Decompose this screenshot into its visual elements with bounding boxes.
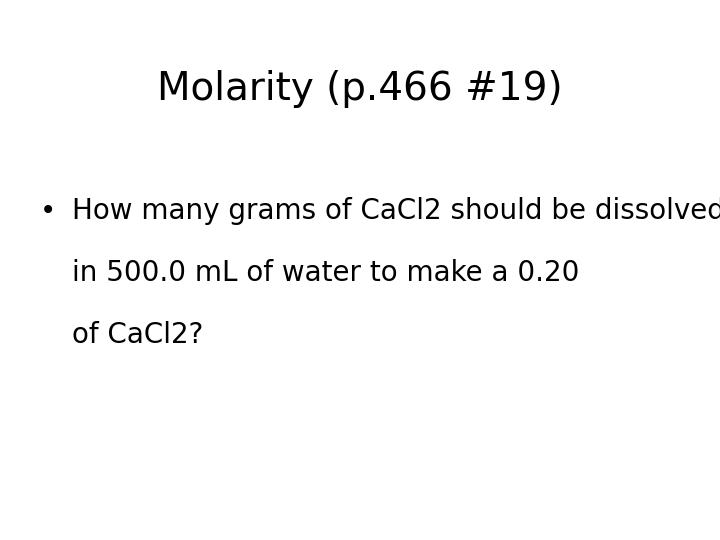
Text: •: • [40,197,56,225]
Text: of CaCl2?: of CaCl2? [72,321,203,349]
Text: Molarity (p.466 #19): Molarity (p.466 #19) [157,70,563,108]
Text: in 500.0 mL of water to make a 0.20: in 500.0 mL of water to make a 0.20 [72,259,580,287]
Text: How many grams of CaCl2 should be dissolved: How many grams of CaCl2 should be dissol… [72,197,720,225]
